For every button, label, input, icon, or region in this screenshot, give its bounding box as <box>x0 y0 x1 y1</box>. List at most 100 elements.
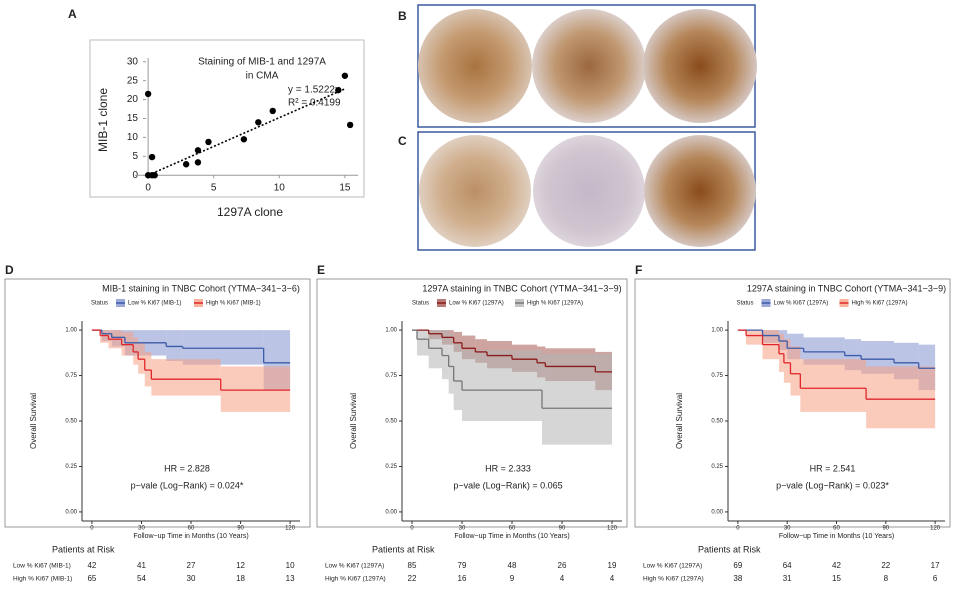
risk-title: Patients at Risk <box>52 544 115 554</box>
risk-count: 17 <box>931 561 940 570</box>
point <box>194 147 202 154</box>
risk-count: 19 <box>608 561 617 570</box>
y-tick-label: 0.50 <box>385 419 397 425</box>
y-tick-label: 1.00 <box>65 328 77 334</box>
confidence-band <box>138 342 145 374</box>
risk-row-label: Low % Ki67 (MIB-1) <box>13 563 71 570</box>
confidence-band <box>783 339 791 383</box>
tissue-core <box>418 9 532 123</box>
y-axis-label: Overall Survival <box>675 393 684 449</box>
legend-label: Low % Ki67 (MIB-1) <box>128 301 181 307</box>
risk-count: 42 <box>87 561 96 570</box>
risk-row-label: Low % Ki67 (1297A) <box>325 563 384 570</box>
confidence-band <box>542 353 612 445</box>
y-tick-label: 0.50 <box>711 419 723 425</box>
risk-row-label: Low % Ki67 (1297A) <box>643 563 702 570</box>
risk-count: 38 <box>733 574 742 583</box>
confidence-band <box>144 351 152 387</box>
x-tick-label: 30 <box>784 526 791 532</box>
risk-count: 6 <box>933 574 938 583</box>
legend-label: Low % Ki67 (1297A) <box>449 301 504 307</box>
point <box>255 119 262 126</box>
confidence-band <box>746 330 763 345</box>
tissue-core <box>532 9 646 123</box>
panel-label: A <box>68 7 77 21</box>
y-tick-label: 0.75 <box>385 373 397 379</box>
y-tick-label: 0.00 <box>385 509 397 515</box>
risk-count: 18 <box>236 574 245 583</box>
y-tick-label: 0.25 <box>711 464 723 470</box>
risk-count: 42 <box>832 561 841 570</box>
risk-count: 30 <box>187 574 196 583</box>
x-axis-label: 1297A clone <box>217 205 283 219</box>
y-tick-label: 1.00 <box>385 328 397 334</box>
confidence-band <box>100 330 109 343</box>
x-tick-label: 90 <box>559 526 566 532</box>
risk-count: 22 <box>881 561 890 570</box>
x-tick-label: 10 <box>274 183 286 194</box>
risk-row-label: High % Ki67 (1297A) <box>325 576 386 583</box>
x-axis-label: Follow−up Time in Months (10 Years) <box>454 533 569 540</box>
x-tick-label: 90 <box>237 526 244 532</box>
x-axis-label: Follow−up Time in Months (10 Years) <box>779 533 894 540</box>
confidence-band <box>166 330 183 361</box>
risk-count: 54 <box>137 574 146 583</box>
risk-count: 26 <box>558 561 567 570</box>
point <box>335 86 342 94</box>
chart-title: 1297A staining in TNBC Cohort (YTMA−341−… <box>747 283 946 293</box>
risk-count: 48 <box>508 561 517 570</box>
panel-label: E <box>317 263 325 277</box>
point <box>144 90 152 98</box>
point <box>151 172 158 179</box>
risk-count: 64 <box>783 561 792 570</box>
y-axis-label: Overall Survival <box>29 393 38 449</box>
legend-title: Status <box>412 301 429 307</box>
panel-label: F <box>635 263 642 277</box>
x-axis-label: Follow−up Time in Months (10 Years) <box>133 533 248 540</box>
legend-label: High % Ki67 (1297A) <box>527 301 583 307</box>
x-tick-label: 0 <box>736 526 740 532</box>
risk-count: 4 <box>560 574 565 583</box>
y-tick-label: 0.75 <box>65 373 77 379</box>
x-tick-label: 120 <box>285 526 296 532</box>
legend-title: Status <box>91 301 108 307</box>
x-tick-label: 30 <box>459 526 466 532</box>
risk-title: Patients at Risk <box>698 544 761 554</box>
chart-frame <box>4 278 311 528</box>
confidence-band <box>121 331 134 356</box>
annotation: HR = 2.828 <box>164 463 210 473</box>
tissue-core <box>643 9 757 123</box>
point <box>341 72 349 79</box>
risk-count: 4 <box>610 574 615 583</box>
risk-count: 27 <box>187 561 196 570</box>
y-tick-label: 0.25 <box>385 464 397 470</box>
panel-label: D <box>5 263 14 277</box>
risk-count: 15 <box>832 574 841 583</box>
risk-count: 9 <box>510 574 515 583</box>
legend-label: Low % Ki67 (1297A) <box>774 301 829 307</box>
y-tick-label: 10 <box>127 132 139 143</box>
point <box>240 136 248 143</box>
risk-count: 69 <box>733 561 742 570</box>
annotation: p−vale (Log−Rank) = 0.023* <box>776 480 889 490</box>
trendline <box>147 88 346 176</box>
y-tick-label: 30 <box>127 56 139 67</box>
x-tick-label: 5 <box>211 183 217 194</box>
risk-count: 41 <box>137 561 146 570</box>
legend-title: Status <box>737 301 754 307</box>
point <box>148 153 156 161</box>
panel-label: C <box>398 134 407 148</box>
x-tick-label: 90 <box>882 526 889 532</box>
risk-count: 16 <box>458 574 467 583</box>
chart-title: in CMA <box>246 71 279 82</box>
risk-count: 22 <box>408 574 417 583</box>
tissue-core <box>644 135 756 247</box>
y-axis-label: Overall Survival <box>349 393 358 449</box>
x-tick-label: 30 <box>138 526 145 532</box>
y-tick-label: 0.00 <box>65 509 77 515</box>
risk-title: Patients at Risk <box>372 544 435 554</box>
confidence-band <box>133 337 139 365</box>
confidence-band <box>417 330 429 356</box>
point <box>269 107 276 115</box>
